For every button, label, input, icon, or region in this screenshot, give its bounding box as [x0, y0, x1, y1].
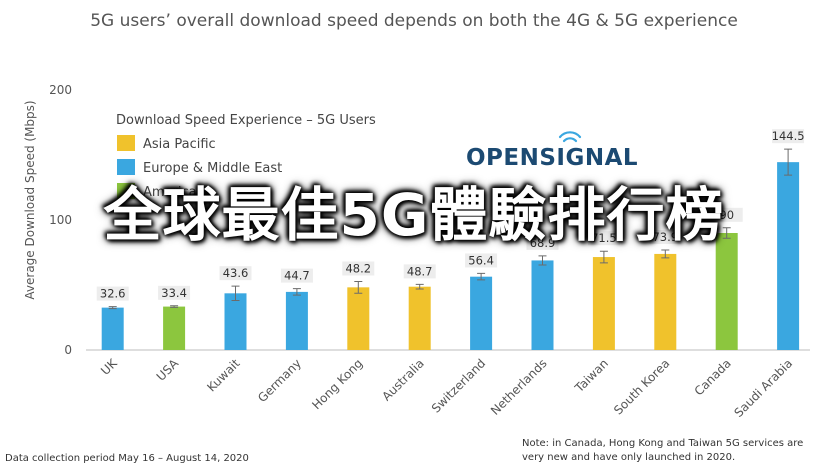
- value-label-bg-australia: [403, 264, 436, 279]
- value-label-bg-saudi-arabia: [772, 129, 805, 144]
- value-label-bg-kuwait: [219, 266, 252, 281]
- value-label-bg-hong-kong: [342, 261, 375, 276]
- value-label-bg-switzerland: [465, 253, 498, 268]
- legend: Download Speed Experience – 5G Users Asi…: [116, 113, 376, 200]
- error-bar-saudi-arabia: [784, 148, 793, 176]
- value-label-uk: 32.6: [100, 287, 126, 301]
- category-label-taiwan: Taiwan: [572, 356, 611, 395]
- value-label-bg-uk: [96, 286, 129, 301]
- error-bar-hong-kong: [354, 280, 363, 294]
- bar-kuwait: [224, 293, 247, 350]
- legend-swatch-americas: [117, 183, 135, 199]
- value-label-bg-netherlands: [526, 235, 559, 250]
- y-axis-label: Average Download Speed (Mbps): [23, 100, 37, 299]
- legend-label-americas: Americas: [143, 185, 204, 200]
- value-label-bg-canada: [710, 207, 743, 222]
- bar-saudi-arabia: [777, 162, 800, 350]
- category-label-uk: UK: [98, 355, 120, 377]
- y-axis: Average Download Speed (Mbps) 200 100 0: [23, 83, 72, 357]
- value-label-canada: 90: [719, 208, 734, 222]
- category-label-saudi-arabia: Saudi Arabia: [731, 356, 795, 420]
- value-label-bg-usa: [158, 285, 191, 300]
- error-bar-switzerland: [477, 272, 486, 281]
- value-label-netherlands: 68.9: [530, 236, 556, 250]
- legend-swatch-europe-middle-east: [117, 159, 135, 175]
- value-label-australia: 48.7: [407, 264, 433, 278]
- bar-germany: [285, 291, 308, 350]
- value-label-taiwan: 71.5: [591, 231, 617, 245]
- brand-name: OPENSIGNAL: [466, 145, 638, 171]
- value-label-germany: 44.7: [284, 269, 310, 283]
- opensignal-logo: OPENSIGNAL: [466, 131, 638, 171]
- value-label-saudi-arabia: 144.5: [772, 129, 805, 143]
- bar-south-korea: [654, 253, 677, 350]
- value-label-south-korea: 73.9: [652, 230, 678, 244]
- bar-canada: [715, 233, 738, 350]
- footnote-note-line-1: Note: in Canada, Hong Kong and Taiwan 5G…: [522, 438, 803, 449]
- error-bar-south-korea: [661, 249, 670, 259]
- bar-taiwan: [592, 257, 615, 350]
- footnote-note-line-2: very new and have only launched in 2020.: [522, 452, 735, 463]
- legend-label-europe-middle-east: Europe & Middle East: [143, 161, 282, 176]
- chart-title: 5G users’ overall download speed depends…: [90, 11, 738, 31]
- category-label-netherlands: Netherlands: [488, 356, 550, 418]
- bar-uk: [101, 307, 124, 350]
- legend-title: Download Speed Experience – 5G Users: [116, 113, 376, 128]
- value-label-bg-south-korea: [649, 230, 682, 245]
- error-bar-australia: [415, 283, 424, 290]
- bar-switzerland: [470, 276, 493, 350]
- category-label-australia: Australia: [379, 356, 426, 403]
- category-label-south-korea: South Korea: [611, 356, 672, 417]
- category-label-canada: Canada: [692, 356, 734, 398]
- bar-usa: [163, 306, 186, 350]
- error-bar-usa: [170, 305, 179, 308]
- footnote-data-period: Data collection period May 16 – August 1…: [5, 453, 249, 464]
- y-tick-200: 200: [49, 83, 72, 97]
- error-bar-taiwan: [599, 250, 608, 264]
- category-label-germany: Germany: [255, 356, 304, 405]
- value-label-kuwait: 43.6: [223, 266, 249, 280]
- category-label-switzerland: Switzerland: [429, 356, 488, 415]
- value-label-switzerland: 56.4: [468, 253, 494, 267]
- value-label-bg-taiwan: [587, 231, 620, 246]
- error-bar-uk: [108, 306, 117, 310]
- category-label-hong-kong: Hong Kong: [309, 356, 365, 412]
- legend-swatch-asia-pacific: [117, 135, 135, 151]
- error-bar-netherlands: [538, 255, 547, 266]
- y-tick-100: 100: [49, 213, 72, 227]
- bar-australia: [408, 286, 431, 350]
- value-label-hong-kong: 48.2: [345, 261, 371, 275]
- legend-label-asia-pacific: Asia Pacific: [143, 137, 216, 152]
- error-bar-germany: [292, 288, 301, 296]
- y-tick-0: 0: [64, 343, 72, 357]
- bar-hong-kong: [347, 287, 370, 350]
- value-label-bg-germany: [280, 268, 313, 283]
- overlay-caption: 全球最佳5G體驗排行榜: [103, 181, 725, 249]
- category-label-usa: USA: [154, 356, 182, 384]
- category-label-kuwait: Kuwait: [204, 356, 242, 394]
- bars-group: 32.6 33.4 43.6 44.7 48.2 48.7 56.4 68.9 71.5 73.9…: [96, 129, 805, 350]
- signal-icon: [558, 131, 582, 143]
- value-label-usa: 33.4: [161, 286, 187, 300]
- error-bar-canada: [722, 227, 731, 239]
- category-labels: UK USA Kuwait Germany Hong Kong Australia Swit…: [98, 355, 795, 420]
- error-bar-kuwait: [231, 285, 240, 301]
- bar-netherlands: [531, 260, 554, 350]
